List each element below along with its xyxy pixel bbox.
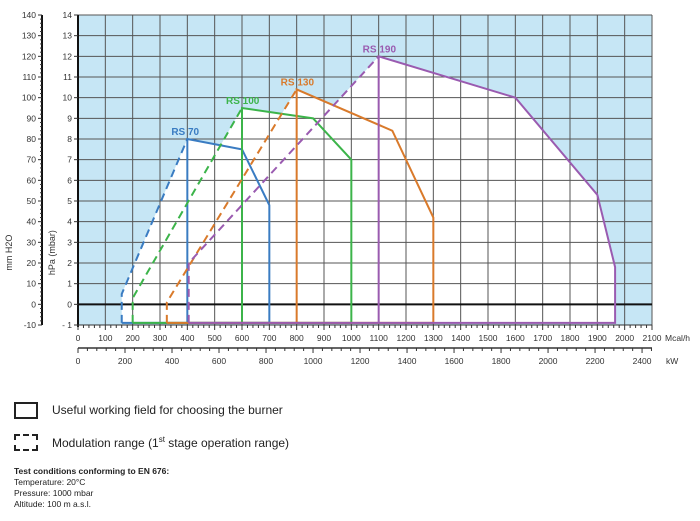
x-tick-label: 1300 (424, 333, 443, 343)
burner-working-field-chart: 0 100 200 300 400 500 600 700 800 900 1000 1100 1200… (4, 10, 690, 366)
x-tick-label: 200 (126, 333, 140, 343)
y-tick-label: 10 (63, 93, 73, 103)
x-tick-label: 1000 (342, 333, 361, 343)
solid-box-icon (14, 401, 38, 419)
modulation-line (165, 88, 298, 323)
x-tick-label: 2000 (615, 333, 634, 343)
series-label: RS 130 (281, 77, 315, 88)
kw-tick-label: 2200 (586, 356, 605, 366)
y-tick-label: 7 (67, 155, 72, 165)
series-label: RS 100 (226, 96, 260, 107)
working-field-line (188, 54, 617, 324)
y-axis-label: hPa (mbar) (47, 230, 57, 275)
x-tick-label: 900 (317, 333, 331, 343)
mm-tick-label: 130 (22, 31, 36, 41)
x-tick-label: 1100 (370, 333, 389, 343)
kw-tick-label: 800 (259, 356, 273, 366)
x-tick-label: 1600 (506, 333, 525, 343)
series-label: RS 190 (363, 44, 397, 55)
mm-tick-label: 120 (22, 51, 36, 61)
y-tick-label: 3 (67, 237, 72, 247)
kw-tick-label: 400 (165, 356, 179, 366)
test-conditions: Test conditions conforming to EN 676: Te… (14, 466, 169, 510)
y-tick-label: 11 (63, 72, 72, 82)
mm-tick-label: 40 (27, 217, 37, 227)
x-tick-label: 400 (180, 333, 194, 343)
y-tick-label: 9 (67, 113, 72, 123)
mm-tick-label: 0 (31, 299, 36, 309)
y-tick-label: 2 (67, 258, 72, 268)
field-fill (188, 56, 616, 323)
x-tick-label: 1900 (588, 333, 607, 343)
x-tick-label: 300 (153, 333, 167, 343)
y-tick-label: - 1 (62, 320, 72, 330)
y-tick-label: 8 (67, 134, 72, 144)
mm-tick-label: 20 (27, 258, 37, 268)
mm-tick-label: 90 (27, 113, 37, 123)
y-tick-label: 6 (67, 175, 72, 185)
legend-modulation: Modulation range (1st stage operation ra… (52, 434, 290, 450)
series-label: RS 70 (171, 127, 199, 138)
y-tick-label: 5 (67, 196, 72, 206)
x-tick-label: 0 (76, 333, 81, 343)
kw-tick-label: 1600 (445, 356, 464, 366)
mm-tick-label: 80 (27, 134, 37, 144)
y-tick-label: 0 (67, 299, 72, 309)
x-tick-label: 800 (290, 333, 304, 343)
kw-tick-label: 0 (76, 356, 81, 366)
x-tick-label: 2100 (643, 333, 662, 343)
y-tick-label: 12 (63, 51, 73, 61)
legend-working-field: Useful working field for choosing the bu… (52, 403, 283, 417)
mm-tick-label: 140 (22, 10, 36, 20)
kw-tick-label: 1000 (304, 356, 323, 366)
mm-tick-label: 30 (27, 237, 37, 247)
mm-tick-label: 10 (27, 279, 37, 289)
x-axis-label: Mcal/h (665, 333, 690, 343)
mm-tick-label: 100 (22, 93, 36, 103)
y2-axis-label: mm H2O (4, 235, 14, 271)
modulation-line (131, 107, 243, 323)
note-line: Altitude: 100 m a.s.l. (14, 499, 92, 509)
kw-tick-label: 1400 (398, 356, 417, 366)
mm-tick-label: 110 (22, 72, 36, 82)
x-tick-label: 1200 (397, 333, 416, 343)
y-tick-label: 4 (67, 217, 72, 227)
dashed-box-icon (14, 433, 38, 451)
x-tick-label: 1700 (533, 333, 552, 343)
y-tick-label: 13 (63, 31, 73, 41)
kw-tick-label: 1800 (492, 356, 511, 366)
kw-tick-label: 200 (118, 356, 132, 366)
x-tick-label: 700 (262, 333, 276, 343)
modulation-line (187, 55, 380, 323)
x-tick-label: 100 (98, 333, 112, 343)
kw-tick-label: 1200 (351, 356, 370, 366)
modulation-line (120, 138, 189, 323)
notes-title: Test conditions conforming to EN 676: (14, 466, 170, 476)
note-line: Temperature: 20°C (14, 477, 86, 487)
mm-tick-label: 70 (27, 155, 37, 165)
mm-tick-label: 50 (27, 196, 37, 206)
x-tick-label: 500 (208, 333, 222, 343)
kw-axis-label: kW (666, 356, 678, 366)
x-tick-label: 600 (235, 333, 249, 343)
x-tick-label: 1400 (451, 333, 470, 343)
x-tick-label: 1800 (561, 333, 580, 343)
mm-tick-label: 60 (27, 175, 37, 185)
y-tick-label: 1 (67, 279, 72, 289)
legend: Useful working field for choosing the bu… (14, 400, 289, 464)
kw-tick-label: 2400 (633, 356, 652, 366)
y-tick-label: 14 (63, 10, 73, 20)
kw-tick-label: 2000 (539, 356, 558, 366)
note-line: Pressure: 1000 mbar (14, 488, 94, 498)
x-tick-label: 1500 (479, 333, 498, 343)
kw-tick-label: 600 (212, 356, 226, 366)
mm-tick-label: -10 (24, 320, 37, 330)
